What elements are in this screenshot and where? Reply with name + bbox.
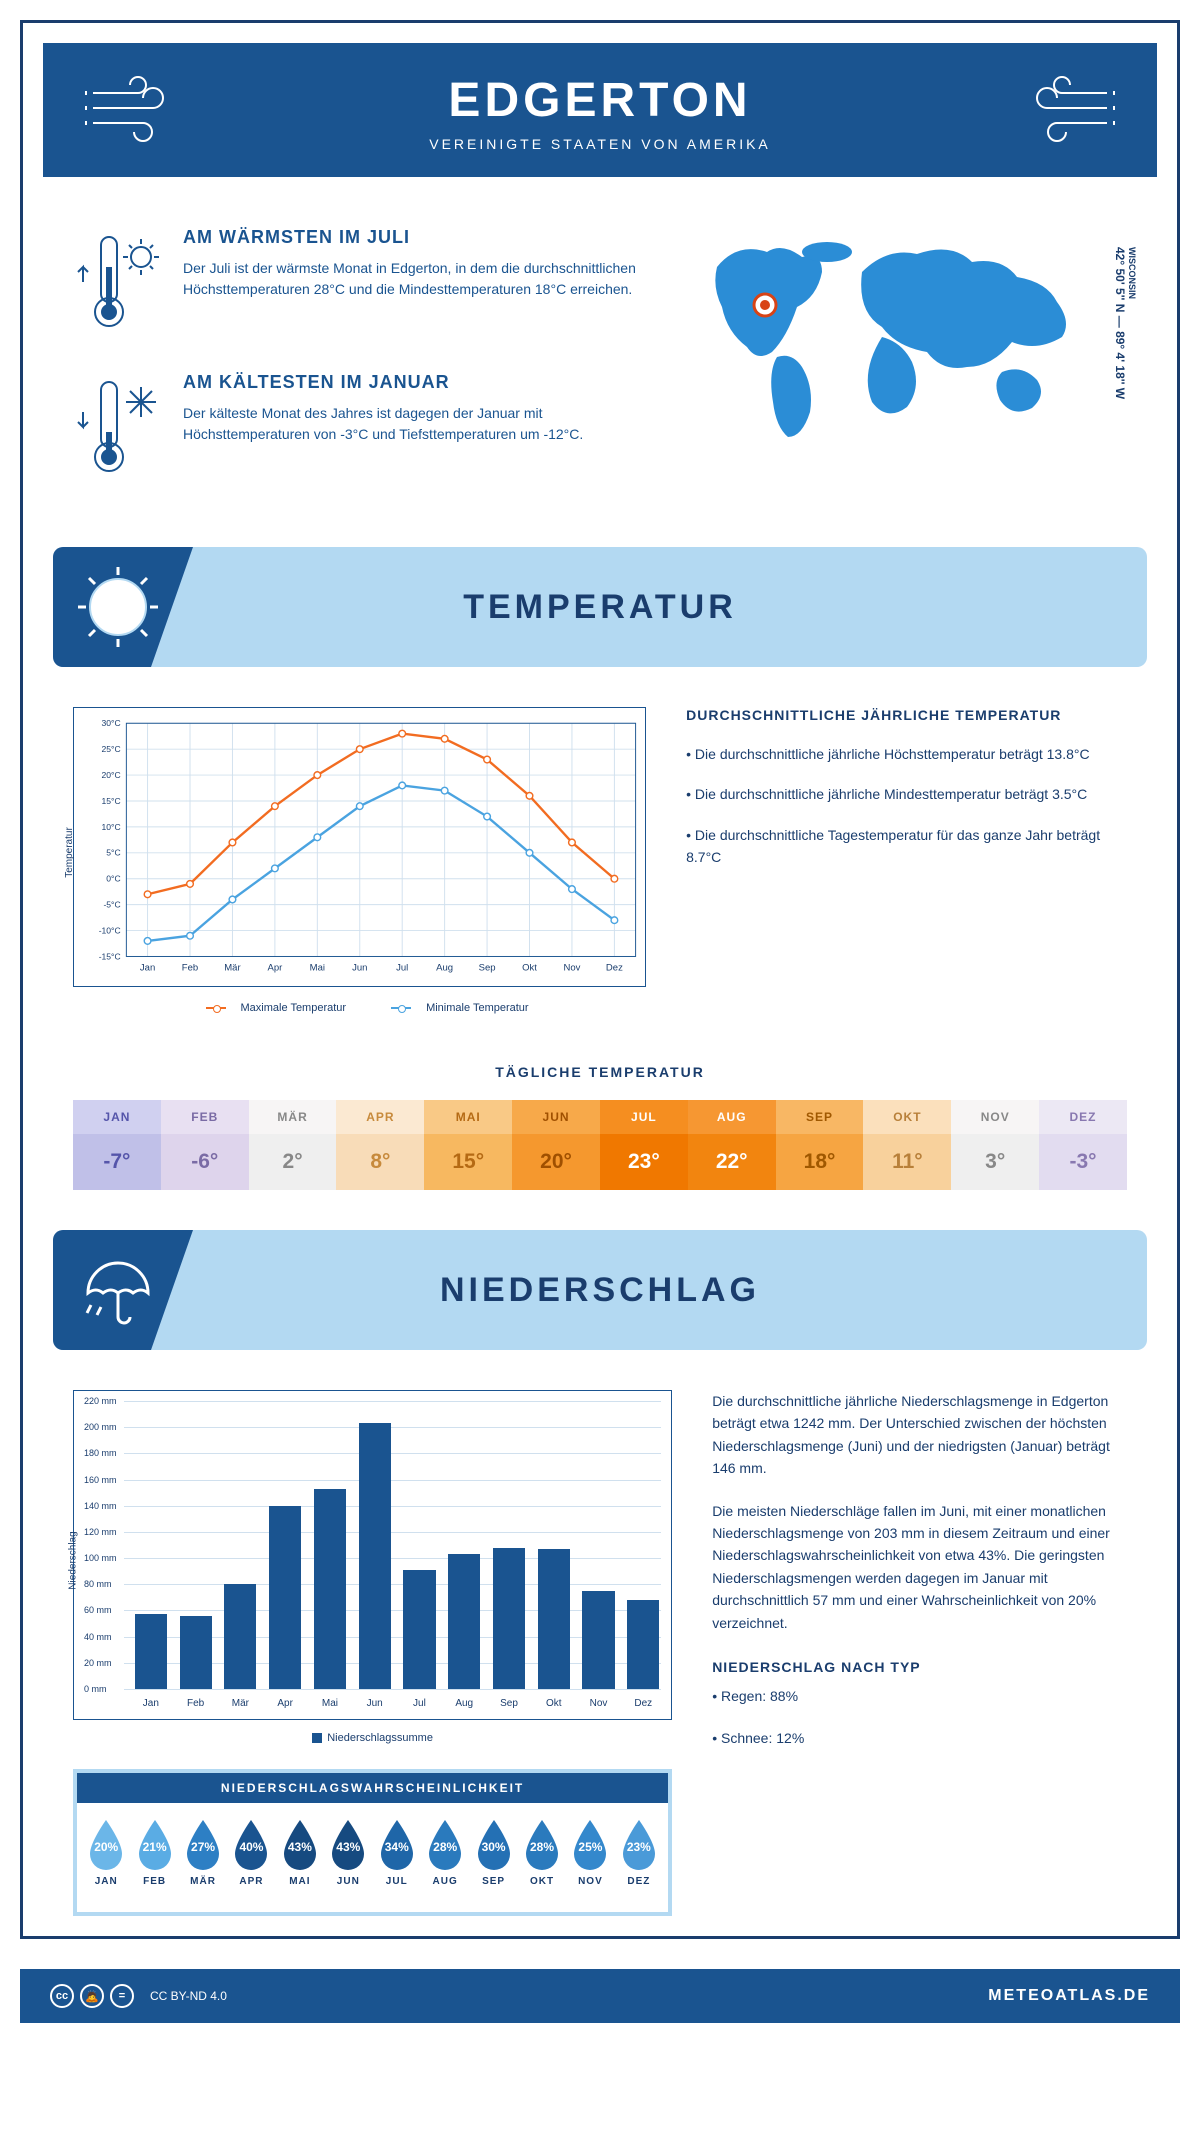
temp-cell: SEP 18° (776, 1100, 864, 1190)
by-icon: 🙇 (80, 1984, 104, 2008)
temp-cell: JUN 20° (512, 1100, 600, 1190)
fact-title: AM WÄRMSTEN IM JULI (183, 227, 647, 248)
bullet: • Schnee: 12% (712, 1727, 1127, 1749)
footer: cc 🙇 = CC BY-ND 4.0 METEOATLAS.DE (20, 1969, 1180, 2023)
svg-text:-15°C: -15°C (99, 951, 121, 961)
license-badges: cc 🙇 = CC BY-ND 4.0 (50, 1984, 227, 2008)
svg-text:25°C: 25°C (102, 744, 121, 754)
probability-drop: 43% JUN (324, 1818, 372, 1887)
svg-text:Okt: Okt (522, 963, 537, 974)
svg-text:Mär: Mär (224, 963, 240, 974)
probability-drop: 23% DEZ (615, 1818, 663, 1887)
probability-drop: 25% NOV (566, 1818, 614, 1887)
probability-drop: 34% JUL (373, 1818, 421, 1887)
fact-title: AM KÄLTESTEN IM JANUAR (183, 372, 647, 393)
umbrella-icon (73, 1245, 163, 1340)
temp-cell: NOV 3° (951, 1100, 1039, 1190)
svg-text:10°C: 10°C (102, 822, 121, 832)
svg-text:Sep: Sep (479, 963, 496, 974)
svg-text:-5°C: -5°C (103, 899, 120, 909)
probability-drop: 28% AUG (421, 1818, 469, 1887)
probability-drop: 40% APR (227, 1818, 275, 1887)
temp-section-header: TEMPERATUR (53, 547, 1147, 667)
svg-text:Nov: Nov (563, 963, 580, 974)
daily-temp-bar: JAN -7° FEB -6° MÄR 2° APR 8° MAI 15° JU… (73, 1100, 1127, 1190)
probability-drop: 43% MAI (276, 1818, 324, 1887)
cc-icon: cc (50, 1984, 74, 2008)
temp-cell: MÄR 2° (249, 1100, 337, 1190)
world-map-icon (687, 227, 1087, 447)
svg-text:Apr: Apr (267, 963, 282, 974)
svg-text:20°C: 20°C (102, 770, 121, 780)
by-type-title: NIEDERSCHLAG NACH TYP (712, 1659, 1127, 1675)
bullet: • Die durchschnittliche jährliche Mindes… (686, 783, 1127, 805)
section-title: TEMPERATUR (463, 588, 737, 627)
fact-warmest: AM WÄRMSTEN IM JULI Der Juli ist der wär… (73, 227, 647, 342)
coordinates: WISCONSIN 42° 50' 5'' N — 89° 4' 18'' W (1113, 247, 1137, 399)
page: EDGERTON VEREINIGTE STAATEN VON AMERIKA (20, 20, 1180, 1939)
temp-cell: JUL 23° (600, 1100, 688, 1190)
precipitation-probability-box: NIEDERSCHLAGSWAHRSCHEINLICHKEIT 20% JAN … (73, 1769, 672, 1916)
fact-coldest: AM KÄLTESTEN IM JANUAR Der kälteste Mona… (73, 372, 647, 487)
svg-text:-10°C: -10°C (99, 925, 121, 935)
license-text: CC BY-ND 4.0 (150, 1989, 227, 2003)
fact-body: Der Juli ist der wärmste Monat in Edgert… (183, 258, 647, 300)
chart-legend: Maximale TemperaturMinimale Temperatur (73, 1002, 646, 1014)
thermometer-cold-icon (73, 372, 163, 487)
svg-text:15°C: 15°C (102, 796, 121, 806)
daily-temp-title: TÄGLICHE TEMPERATUR (23, 1064, 1177, 1080)
sun-icon (73, 562, 163, 657)
svg-text:30°C: 30°C (102, 718, 121, 728)
precip-section-header: NIEDERSCHLAG (53, 1230, 1147, 1350)
temp-cell: AUG 22° (688, 1100, 776, 1190)
temp-cell: MAI 15° (424, 1100, 512, 1190)
wind-icon (1007, 73, 1117, 148)
temp-cell: FEB -6° (161, 1100, 249, 1190)
temp-cell: OKT 11° (863, 1100, 951, 1190)
svg-text:5°C: 5°C (106, 848, 120, 858)
probability-drop: 20% JAN (82, 1818, 130, 1887)
temperature-line-chart: Temperatur -15°C-10°C-5°C0°C5°C10°C15°C2… (73, 707, 646, 987)
svg-text:0°C: 0°C (106, 874, 120, 884)
precip-paragraph: Die durchschnittliche jährliche Niedersc… (712, 1390, 1127, 1480)
side-title: DURCHSCHNITTLICHE JÄHRLICHE TEMPERATUR (686, 707, 1127, 723)
wind-icon (83, 73, 193, 148)
site-name: METEOATLAS.DE (988, 1987, 1150, 2005)
bullet: • Regen: 88% (712, 1685, 1127, 1707)
section-title: NIEDERSCHLAG (440, 1271, 760, 1310)
intro-section: AM WÄRMSTEN IM JULI Der Juli ist der wär… (23, 197, 1177, 547)
nd-icon: = (110, 1984, 134, 2008)
precipitation-bar-chart: Niederschlag 0 mm20 mm40 mm60 mm80 mm100… (73, 1390, 672, 1720)
probability-drop: 21% FEB (130, 1818, 178, 1887)
temp-cell: APR 8° (336, 1100, 424, 1190)
svg-text:Jun: Jun (352, 963, 367, 974)
probability-drop: 30% SEP (469, 1818, 517, 1887)
prob-title: NIEDERSCHLAGSWAHRSCHEINLICHKEIT (77, 1773, 668, 1803)
header: EDGERTON VEREINIGTE STAATEN VON AMERIKA (23, 23, 1177, 197)
svg-text:Jul: Jul (396, 963, 408, 974)
svg-text:Aug: Aug (436, 963, 453, 974)
fact-body: Der kälteste Monat des Jahres ist dagege… (183, 403, 647, 445)
temp-cell: DEZ -3° (1039, 1100, 1127, 1190)
probability-drop: 27% MÄR (179, 1818, 227, 1887)
svg-text:Feb: Feb (182, 963, 198, 974)
svg-text:Jan: Jan (140, 963, 155, 974)
country-subtitle: VEREINIGTE STAATEN VON AMERIKA (43, 136, 1157, 152)
svg-text:Mai: Mai (310, 963, 325, 974)
temp-cell: JAN -7° (73, 1100, 161, 1190)
precip-paragraph: Die meisten Niederschläge fallen im Juni… (712, 1500, 1127, 1634)
probability-drop: 28% OKT (518, 1818, 566, 1887)
city-title: EDGERTON (43, 73, 1157, 128)
thermometer-hot-icon (73, 227, 163, 342)
chart-legend: Niederschlagssumme (73, 1732, 672, 1744)
svg-text:Dez: Dez (606, 963, 623, 974)
bullet: • Die durchschnittliche jährliche Höchst… (686, 743, 1127, 765)
bullet: • Die durchschnittliche Tagestemperatur … (686, 824, 1127, 869)
